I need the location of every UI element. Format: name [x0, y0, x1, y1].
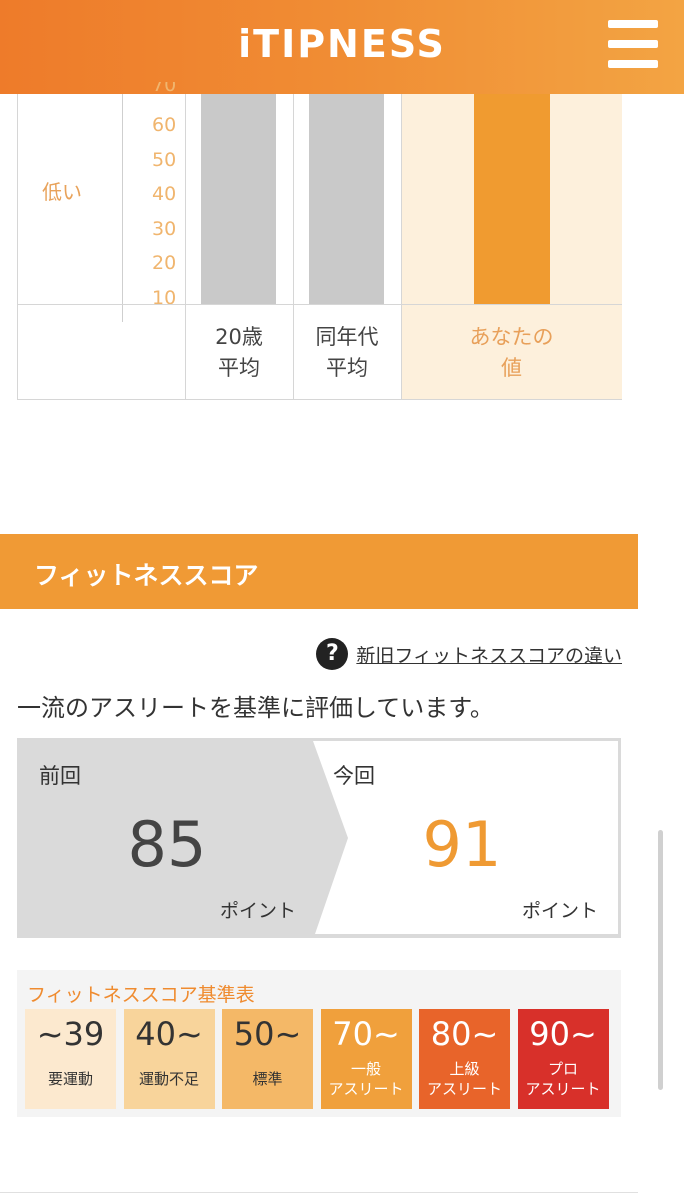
score-comparison: 前回 85 ポイント 今回 91 ポイント [17, 738, 621, 938]
scrollbar[interactable] [658, 830, 663, 1090]
scale-range: 80~ [430, 1015, 499, 1053]
low-label: 低い [42, 180, 82, 204]
hamburger-menu-icon[interactable] [608, 20, 658, 68]
y-tick-label: 70 [152, 82, 177, 94]
scale-cell: 50~ 標準 [222, 1009, 313, 1109]
score-comparison-shape [313, 741, 618, 934]
y-tick-label: 50 [152, 148, 177, 171]
current-score-panel: 今回 91 ポイント [17, 738, 621, 938]
app-header: iTIPNESS [0, 0, 684, 94]
category-label-20-avg: 20歳 平均 [215, 325, 263, 380]
bottom-divider [0, 1192, 638, 1193]
y-tick-label: 10 [152, 286, 177, 309]
scale-range: 70~ [332, 1015, 400, 1053]
comparison-chart: 低い 70 60 50 40 30 20 10 20歳 平均 同年代 平均 あなたの値 [17, 82, 622, 400]
category-label-same-age-avg: 同年代 平均 [315, 325, 379, 380]
previous-label: 前回 [39, 764, 81, 788]
bar-same-age-avg [309, 94, 384, 304]
scale-level-label: 運動不足 [138, 1070, 199, 1088]
scale-level-label: アスリート [426, 1080, 502, 1098]
fitness-score-section-header: フィットネススコア [0, 534, 638, 609]
scale-cell: 80~ 上級アスリート [419, 1009, 510, 1109]
section-title: フィットネススコア [34, 561, 259, 590]
y-tick-label: 30 [152, 217, 177, 240]
previous-score-unit: ポイント [220, 900, 297, 922]
scale-cell: 40~ 運動不足 [123, 1009, 215, 1109]
column-divider [293, 94, 294, 399]
scale-range: 40~ [135, 1015, 203, 1053]
question-circle-icon[interactable]: ? [316, 638, 349, 670]
scale-level-label: 上級 [449, 1060, 480, 1078]
scale-level-label: 一般 [350, 1060, 381, 1078]
scale-cell: 70~ 一般アスリート [320, 1009, 412, 1109]
chart-baseline [18, 304, 622, 305]
score-difference-link[interactable]: ? 新旧フィットネススコアの違い [316, 638, 622, 670]
scale-title: フィットネススコア基準表 [27, 984, 255, 1006]
scale-level-label: 要運動 [47, 1070, 93, 1088]
y-axis-line [122, 94, 123, 322]
scale-cell: 90~ プロアスリート [517, 1009, 609, 1109]
y-tick-label: 20 [152, 252, 177, 274]
current-label: 今回 [333, 764, 375, 788]
scale-range: 50~ [233, 1015, 302, 1053]
scale-range: ~39 [36, 1015, 105, 1053]
scale-level-label: アスリート [328, 1080, 404, 1098]
y-tick-label: 60 [152, 114, 177, 136]
y-tick-label: 40 [152, 183, 177, 205]
column-divider [401, 94, 402, 399]
category-label-your-value: あなたの値 [469, 325, 554, 380]
scale-level-label: アスリート [525, 1080, 601, 1098]
scale-level-label: プロ [547, 1060, 578, 1078]
scale-cell: ~39 要運動 [25, 1009, 116, 1109]
column-divider [185, 94, 186, 399]
previous-score-panel: 前回 85 ポイント [17, 738, 337, 938]
bar-your-value [474, 94, 550, 304]
score-difference-link-text[interactable]: 新旧フィットネススコアの違い [356, 644, 622, 667]
bar-20-avg [201, 94, 276, 304]
evaluation-description: 一流のアスリートを基準に評価しています。 [17, 694, 494, 722]
previous-score-value: 85 [127, 808, 207, 881]
scale-range: 90~ [529, 1015, 597, 1053]
current-score-value: 91 [422, 808, 502, 881]
scale-level-label: 標準 [252, 1070, 283, 1088]
fitness-score-scale-table: フィットネススコア基準表 ~39 要運動 40~ 運動不足 50~ 標準 70~ 一般アスリー… [17, 970, 621, 1117]
current-score-unit: ポイント [522, 900, 599, 922]
itipness-logo[interactable]: iTIPNESS [238, 22, 446, 66]
